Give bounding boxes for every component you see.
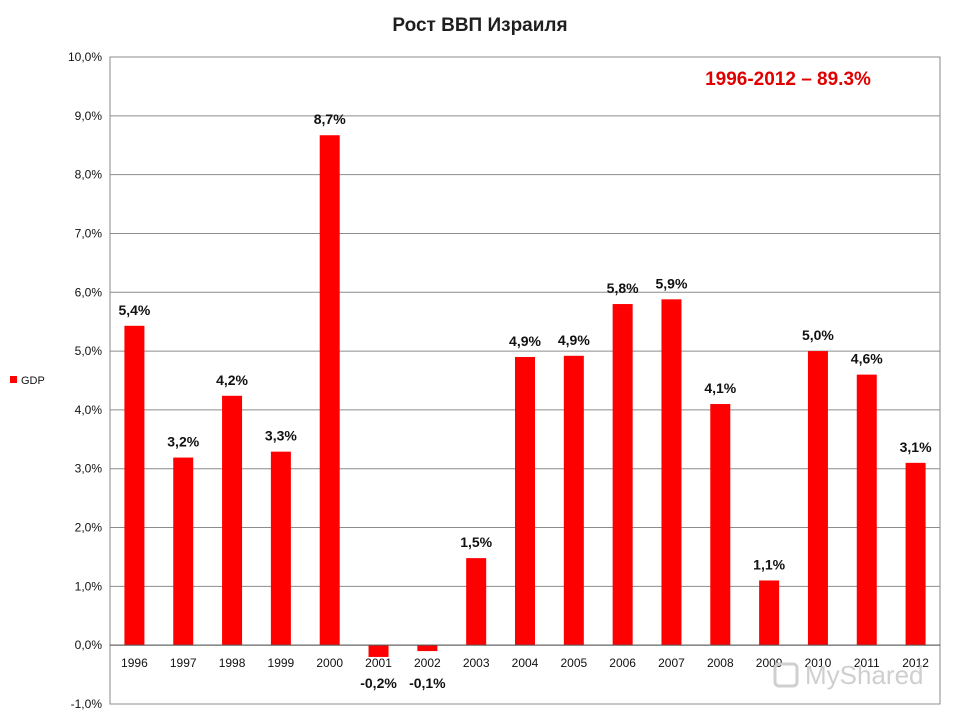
x-tick-label: 2001 <box>365 656 392 670</box>
x-tick-label: 2006 <box>609 656 636 670</box>
watermark-text: MyShared <box>805 660 924 690</box>
data-label: 4,6% <box>851 351 883 367</box>
data-label: 1,5% <box>460 534 492 550</box>
x-tick-label: 1999 <box>268 656 295 670</box>
y-tick-label: 5,0% <box>75 344 103 358</box>
data-label: 5,8% <box>607 280 639 296</box>
x-tick-label: 2002 <box>414 656 441 670</box>
data-label: 4,1% <box>704 380 736 396</box>
data-label: 4,9% <box>558 332 590 348</box>
y-axis-tick-labels: -1,0% 0,0% 1,0% 2,0% 3,0% 4,0% 5,0% 6,0% 7,0% 8,0… <box>68 50 102 711</box>
bar <box>222 395 243 646</box>
bar <box>710 404 731 646</box>
chart-title: Рост ВВП Израиля <box>392 15 567 36</box>
x-tick-label: 1997 <box>170 656 197 670</box>
data-label: 8,7% <box>314 111 346 127</box>
legend: GDP <box>10 375 45 387</box>
watermark-logo-icon <box>773 662 799 688</box>
bar <box>124 325 145 646</box>
x-tick-label: 2007 <box>658 656 685 670</box>
x-tick-label: 2000 <box>316 656 343 670</box>
bar <box>368 645 389 657</box>
y-tick-label: -1,0% <box>71 697 103 711</box>
y-tick-label: 2,0% <box>75 521 103 535</box>
bar <box>856 374 877 646</box>
data-label: 3,2% <box>167 434 199 450</box>
legend-swatch <box>10 376 17 383</box>
data-label: 3,1% <box>900 439 932 455</box>
data-label: 4,2% <box>216 372 248 388</box>
x-tick-label: 2008 <box>707 656 734 670</box>
y-tick-label: 3,0% <box>75 462 103 476</box>
bar <box>563 355 584 646</box>
y-tick-label: 9,0% <box>75 109 103 123</box>
x-tick-label: 1998 <box>219 656 246 670</box>
y-tick-label: 0,0% <box>75 638 103 652</box>
bar <box>417 645 438 652</box>
data-labels: 5,4% 3,2% 4,2% 3,3% 8,7% -0,2% -0,1% 1,5% 4,9% 4,… <box>118 111 932 691</box>
x-tick-label: 2011 <box>854 656 880 670</box>
x-tick-label: 2004 <box>512 656 539 670</box>
bar <box>173 457 194 646</box>
y-tick-label: 4,0% <box>75 403 103 417</box>
data-label: 5,0% <box>802 327 834 343</box>
watermark: MyShared <box>773 660 924 690</box>
total-growth-annotation: 1996-2012 – 89.3% <box>705 69 871 90</box>
y-tick-label: 6,0% <box>75 285 103 299</box>
bar <box>612 304 633 646</box>
x-tick-label: 2003 <box>463 656 490 670</box>
x-tick-label: 1996 <box>121 656 148 670</box>
bar <box>319 135 340 646</box>
y-tick-label: 10,0% <box>68 50 102 64</box>
bar <box>807 351 828 646</box>
y-tick-label: 7,0% <box>75 226 103 240</box>
data-label: -0,2% <box>360 675 397 691</box>
data-label: 5,9% <box>656 275 688 291</box>
y-tick-label: 8,0% <box>75 168 103 182</box>
data-label: 1,1% <box>753 556 785 572</box>
bar <box>515 356 535 646</box>
x-tick-label: 2012 <box>902 656 929 670</box>
data-label: 4,9% <box>509 333 541 349</box>
bar <box>905 462 926 646</box>
bar <box>270 451 291 646</box>
bars <box>124 135 926 657</box>
bar <box>759 580 780 646</box>
bar <box>661 299 682 646</box>
data-label: 3,3% <box>265 428 297 444</box>
legend-label: GDP <box>21 375 45 387</box>
x-axis-tick-labels: 1996 1997 1998 1999 2000 2001 2002 2003 2004 2005… <box>121 656 929 670</box>
y-tick-label: 1,0% <box>75 579 103 593</box>
gridlines <box>110 56 940 705</box>
bar <box>466 558 487 646</box>
data-label: -0,1% <box>409 675 446 691</box>
x-tick-label: 2010 <box>805 656 832 670</box>
data-label: 5,4% <box>118 302 150 318</box>
x-tick-label: 2005 <box>560 656 587 670</box>
